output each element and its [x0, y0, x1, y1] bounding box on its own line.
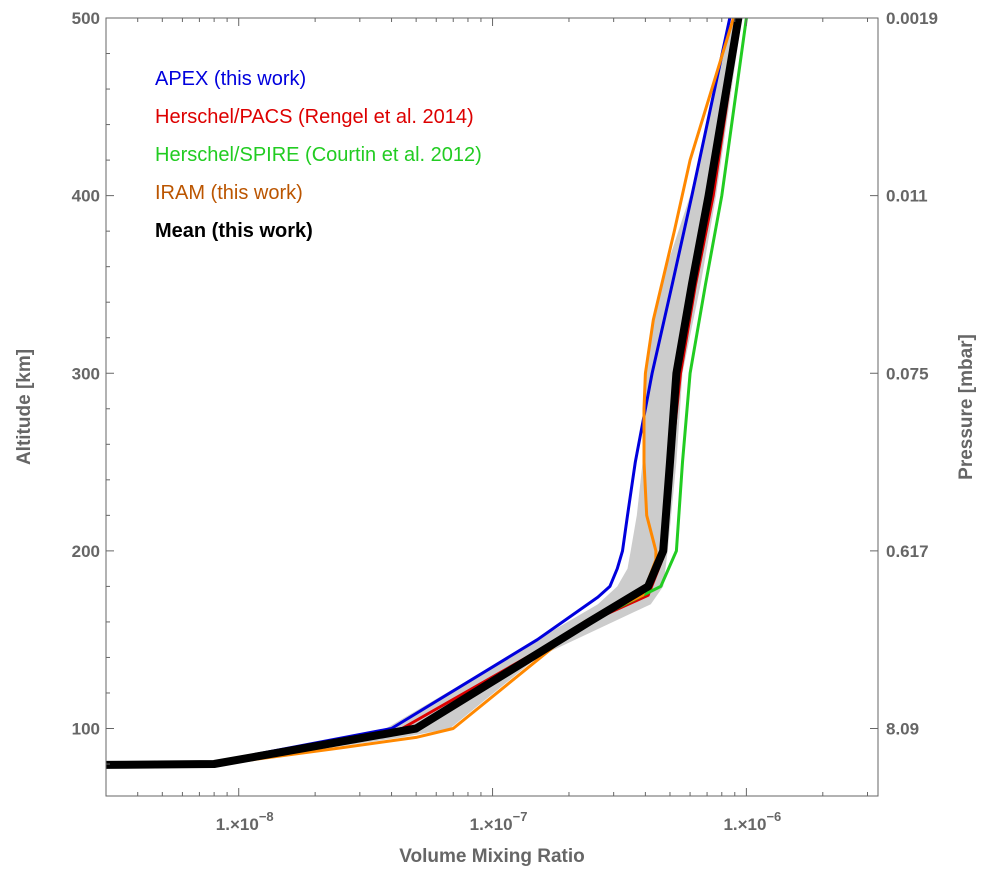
legend-entry: Herschel/PACS (Rengel et al. 2014) — [155, 106, 474, 128]
uncertainty-band — [106, 18, 742, 764]
y2-tick-label: 8.09 — [886, 720, 919, 739]
legend-entry: Herschel/SPIRE (Courtin et al. 2012) — [155, 144, 482, 166]
y-tick-label: 400 — [72, 187, 100, 206]
series-line-mean — [106, 18, 743, 769]
x-tick-exponent: −6 — [766, 809, 781, 824]
x-tick-exponent: −8 — [259, 809, 274, 824]
x-tick-label: 1.×10−7 — [470, 809, 528, 834]
x-axis-title: Volume Mixing Ratio — [399, 846, 584, 867]
y-tick-label: 500 — [72, 9, 100, 28]
y2-tick-label: 0.617 — [886, 542, 929, 561]
x-tick-exponent: −7 — [513, 809, 528, 824]
y-axis-title: Altitude [km] — [14, 349, 35, 465]
legend: APEX (this work) Herschel/PACS (Rengel et… — [155, 68, 482, 242]
y-tick-label: 100 — [72, 720, 100, 739]
y2-tick-label: 0.0019 — [886, 9, 938, 28]
y2-tick-label: 0.075 — [886, 364, 929, 383]
legend-entry: IRAM (this work) — [155, 182, 303, 204]
y2-axis-title: Pressure [mbar] — [956, 334, 977, 480]
y-tick-label: 200 — [72, 542, 100, 561]
plot-frame — [105, 17, 879, 797]
x-tick-label: 1.×10−8 — [216, 809, 274, 834]
legend-entry: Mean (this work) — [155, 220, 313, 242]
legend-entry: APEX (this work) — [155, 68, 306, 90]
y2-tick-label: 0.011 — [886, 187, 928, 206]
series-line-apex — [106, 18, 732, 766]
y-tick-label: 300 — [72, 364, 100, 383]
series-layer — [106, 18, 748, 769]
x-tick-label: 1.×10−6 — [723, 809, 781, 834]
tick-layer: 1.×10−8 1.×10−7 1.×10−6 100 200 300 400 500 8.09… — [72, 9, 938, 834]
series-line-iram — [106, 18, 735, 768]
uncertainty-band-layer — [106, 18, 742, 764]
